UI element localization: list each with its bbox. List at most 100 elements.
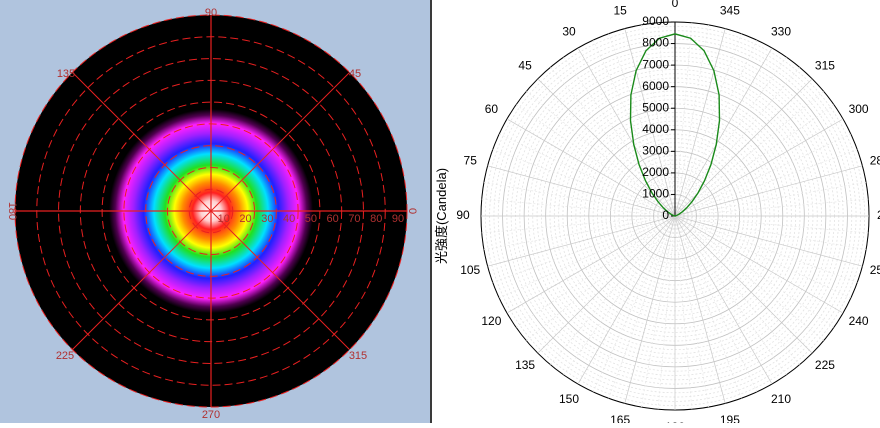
grid-spoke bbox=[674, 215, 867, 251]
grid-spoke bbox=[674, 215, 693, 410]
angle-label: 195 bbox=[720, 413, 740, 423]
radial-tick-label: 3000 bbox=[642, 144, 669, 158]
grid-spoke bbox=[563, 215, 676, 376]
grid-spoke bbox=[674, 215, 742, 399]
angle-label: 330 bbox=[771, 25, 791, 39]
grid-spoke bbox=[608, 215, 676, 399]
grid-spoke bbox=[674, 33, 742, 217]
grid-spoke bbox=[592, 215, 676, 392]
angle-label: 60 bbox=[485, 102, 499, 116]
polar-intensity-chart: 0100020003000400050006000700080009000034… bbox=[434, 0, 880, 428]
grid-spoke bbox=[674, 215, 773, 385]
radial-tick-label: 5000 bbox=[642, 100, 669, 114]
grid-spoke bbox=[674, 56, 787, 217]
radial-tick-label: 6000 bbox=[642, 79, 669, 93]
angle-label: 105 bbox=[460, 263, 480, 277]
grid-spoke bbox=[674, 215, 835, 328]
radial-tick-label: 4000 bbox=[642, 122, 669, 136]
grid-spoke bbox=[674, 215, 863, 267]
grid-spoke bbox=[608, 33, 676, 217]
radial-tick-label: 10 bbox=[218, 213, 230, 225]
grid-spoke bbox=[674, 133, 851, 217]
grid-spoke bbox=[640, 215, 676, 408]
grid-spoke bbox=[624, 215, 676, 404]
grid-spoke bbox=[499, 133, 676, 217]
angle-label: 225 bbox=[56, 350, 74, 362]
grid-spoke bbox=[481, 198, 676, 217]
angle-label: 135 bbox=[515, 358, 535, 372]
grid-spoke bbox=[674, 22, 693, 217]
grid-spoke bbox=[624, 28, 676, 217]
grid-spoke bbox=[674, 215, 800, 365]
angle-label: 120 bbox=[481, 314, 501, 328]
angle-label: 255 bbox=[870, 263, 880, 277]
grid-spoke bbox=[592, 40, 676, 217]
angle-label: 150 bbox=[559, 392, 579, 406]
angle-label: 315 bbox=[815, 58, 835, 72]
angle-label: 270 bbox=[877, 208, 880, 222]
angle-label: 180 bbox=[6, 202, 18, 220]
angle-label: 300 bbox=[849, 102, 869, 116]
grid-spoke bbox=[483, 215, 676, 251]
grid-spoke bbox=[674, 215, 710, 408]
radial-tick-label: 1000 bbox=[642, 187, 669, 201]
panel-divider bbox=[430, 0, 432, 423]
grid-spoke bbox=[674, 118, 844, 217]
radial-tick-label: 50 bbox=[305, 213, 317, 225]
grid-spoke bbox=[492, 149, 676, 217]
angle-label: 210 bbox=[771, 392, 791, 406]
grid-spoke bbox=[674, 104, 835, 217]
grid-spoke bbox=[577, 47, 676, 217]
angle-label: 270 bbox=[202, 409, 220, 421]
angle-label: 30 bbox=[562, 25, 576, 39]
axis-diagonal bbox=[72, 72, 350, 350]
angle-label: 165 bbox=[610, 413, 630, 423]
grid-spoke bbox=[487, 215, 676, 267]
grid-spoke bbox=[674, 91, 824, 217]
grid-spoke bbox=[492, 215, 676, 283]
grid-spoke bbox=[526, 215, 676, 341]
grid-spoke bbox=[674, 215, 787, 376]
grid-spoke bbox=[674, 215, 851, 299]
radial-tick-label: 0 bbox=[662, 208, 669, 222]
angle-label: 90 bbox=[205, 7, 217, 19]
grid-spoke bbox=[506, 215, 676, 314]
angle-label: 0 bbox=[406, 208, 418, 214]
radial-tick-label: 2000 bbox=[642, 165, 669, 179]
angle-label: 0 bbox=[672, 0, 679, 10]
grid-spoke bbox=[674, 67, 800, 217]
radial-tick-label: 8000 bbox=[642, 36, 669, 50]
y-axis-label: 光強度(Candela) bbox=[434, 168, 449, 264]
grid-spoke bbox=[483, 181, 676, 217]
grid-spoke bbox=[674, 24, 710, 217]
radial-tick-label: 70 bbox=[348, 213, 360, 225]
intensity-map-chart: 10 20 30 40 50 60 70 80 90 90 45 135 180 0 225 315 270 bbox=[6, 7, 418, 421]
grid-spoke bbox=[487, 165, 676, 217]
grid-spoke bbox=[657, 22, 676, 217]
angle-label: 135 bbox=[57, 68, 75, 80]
radial-tick-label: 9000 bbox=[642, 14, 669, 28]
grid-spoke bbox=[674, 215, 869, 234]
grid-spoke bbox=[674, 215, 858, 283]
angle-label: 345 bbox=[720, 3, 740, 17]
grid-spoke bbox=[515, 104, 676, 217]
radial-tick-label: 7000 bbox=[642, 57, 669, 71]
grid-spoke bbox=[674, 198, 869, 217]
grid-spoke bbox=[674, 215, 813, 354]
radial-tick-label: 80 bbox=[370, 213, 382, 225]
angle-label: 225 bbox=[815, 358, 835, 372]
angle-label: 15 bbox=[613, 3, 627, 17]
intensity-map-panel: 10 20 30 40 50 60 70 80 90 90 45 135 180 0 225 315 270 bbox=[0, 0, 430, 423]
grid-spoke bbox=[550, 67, 676, 217]
grid-spoke bbox=[563, 56, 676, 217]
radial-tick-label: 60 bbox=[327, 213, 339, 225]
grid-spoke bbox=[674, 165, 863, 217]
grid-spoke bbox=[550, 215, 676, 365]
angle-label: 315 bbox=[349, 350, 367, 362]
angle-label: 45 bbox=[518, 58, 532, 72]
radial-tick-label: 40 bbox=[283, 213, 295, 225]
radial-tick-label: 90 bbox=[392, 213, 404, 225]
grid-spoke bbox=[674, 181, 867, 217]
grid-spoke bbox=[674, 215, 824, 341]
